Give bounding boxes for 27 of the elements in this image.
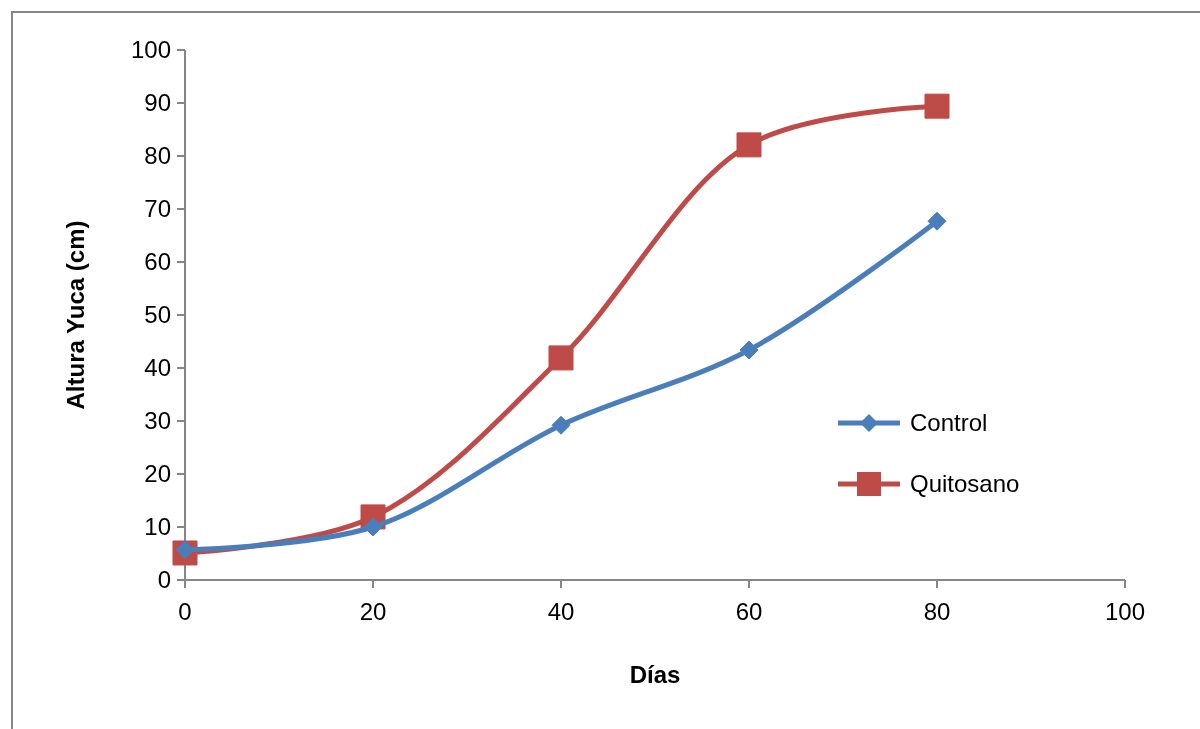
- point: [739, 340, 759, 360]
- y-tick-label: 40: [144, 354, 171, 382]
- y-tick-label: 20: [144, 460, 171, 488]
- point: [927, 211, 947, 231]
- x-tick-label: 60: [735, 598, 763, 625]
- point: [548, 345, 574, 371]
- y-tick-label: 60: [144, 248, 171, 276]
- x-tick-label: 0: [178, 598, 192, 625]
- point: [551, 415, 571, 435]
- x-tick-label: 100: [1104, 598, 1146, 625]
- x-tick-label: 40: [547, 598, 575, 625]
- point: [924, 93, 950, 119]
- y-tick-label: 10: [144, 513, 171, 541]
- y-axis-title: Altura Yuca (cm): [62, 220, 89, 410]
- y-tick-label: 30: [144, 407, 171, 435]
- point: [736, 132, 762, 158]
- y-tick-label: 100: [130, 36, 171, 64]
- x-tick-label: 80: [923, 598, 951, 625]
- y-tick-label: 70: [144, 195, 171, 223]
- x-axis-title: Días: [629, 661, 681, 688]
- y-tick-label: 90: [144, 89, 171, 117]
- y-tick-label: 50: [144, 301, 171, 329]
- y-tick-label: 80: [144, 142, 171, 170]
- legend-label: Quitosano: [910, 470, 1020, 498]
- y-tick-label: 0: [157, 566, 171, 594]
- legend-label: Control: [910, 409, 988, 437]
- x-tick-label: 20: [359, 598, 387, 625]
